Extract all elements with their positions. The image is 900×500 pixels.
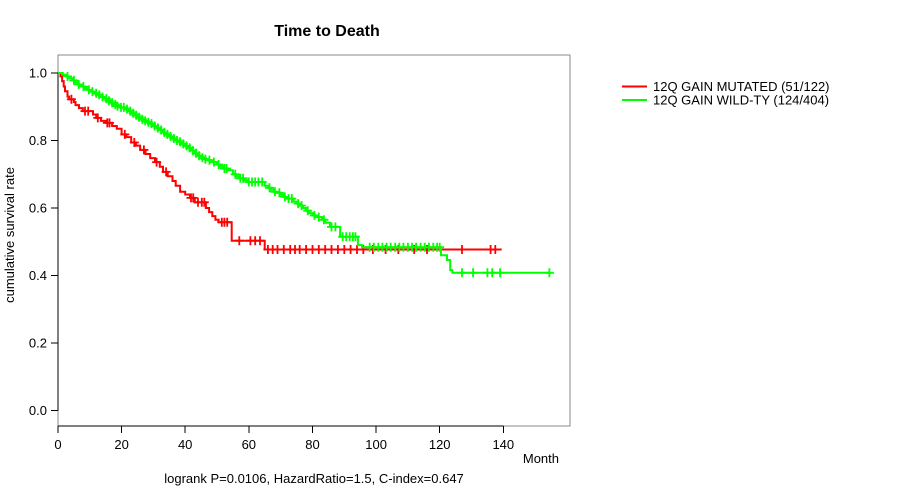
plot-frame bbox=[57, 54, 571, 427]
censor-marks-mutated bbox=[66, 94, 500, 254]
km-curve-mutated bbox=[58, 72, 502, 251]
legend-label-mutated: 12Q GAIN MUTATED (51/122) bbox=[653, 79, 830, 94]
x-tick-label: 100 bbox=[365, 437, 387, 452]
x-axis-label: Month bbox=[523, 451, 559, 466]
plot-area: 0 20 40 60 80 100 120 140 0.0 0.2 0.4 0.6 0.8 1.0 bbox=[29, 54, 571, 452]
y-tick-label: 1.0 bbox=[29, 66, 47, 81]
x-tick-label: 40 bbox=[178, 437, 192, 452]
stats-annotation: logrank P=0.0106, HazardRatio=1.5, C-ind… bbox=[164, 471, 464, 486]
y-tick-label: 0.8 bbox=[29, 133, 47, 148]
censor-marks-wildtype bbox=[63, 71, 554, 278]
km-curve-wildtype bbox=[58, 72, 550, 274]
x-tick-label: 80 bbox=[305, 437, 319, 452]
x-tick-label: 60 bbox=[242, 437, 256, 452]
y-tick-label: 0.6 bbox=[29, 201, 47, 216]
y-tick-label: 0.0 bbox=[29, 403, 47, 418]
y-axis-label: cumulative survival rate bbox=[2, 167, 17, 303]
x-tick-label: 20 bbox=[114, 437, 128, 452]
chart-title: Time to Death bbox=[274, 23, 380, 40]
legend: 12Q GAIN MUTATED (51/122) 12Q GAIN WILD-… bbox=[622, 79, 830, 108]
x-tick-label: 120 bbox=[429, 437, 451, 452]
y-tick-label: 0.2 bbox=[29, 336, 47, 351]
x-tick-label: 140 bbox=[492, 437, 514, 452]
x-tick-label: 0 bbox=[54, 437, 61, 452]
y-tick-label: 0.4 bbox=[29, 268, 47, 283]
legend-label-wildtype: 12Q GAIN WILD-TY (124/404) bbox=[653, 93, 829, 108]
